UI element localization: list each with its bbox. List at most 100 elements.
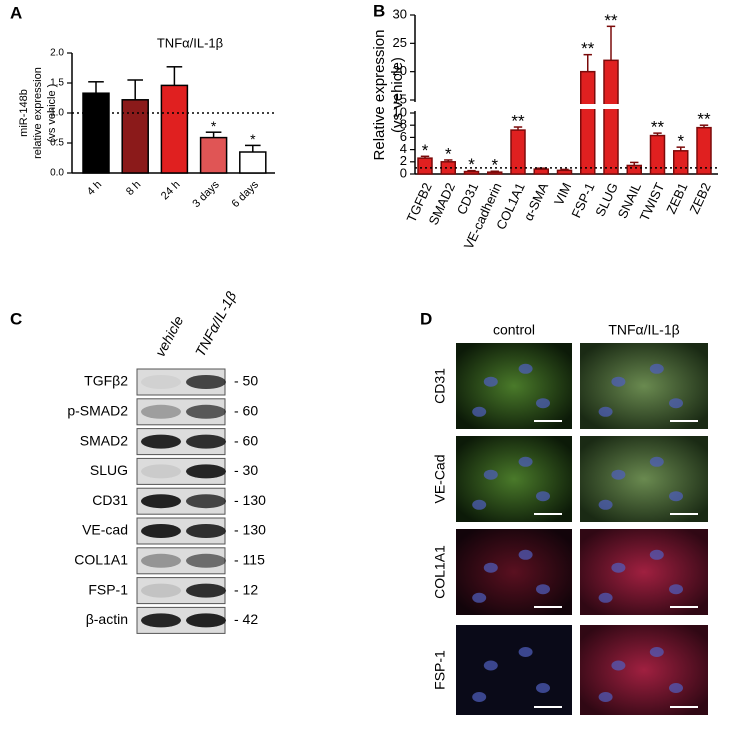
y-tick-label: 30 bbox=[393, 6, 407, 21]
micrograph bbox=[456, 436, 572, 522]
blot-mw: - 50 bbox=[234, 373, 258, 389]
bar bbox=[533, 168, 549, 175]
blot-band bbox=[186, 494, 226, 509]
nucleus bbox=[598, 692, 613, 702]
y-tick-label: 2.0 bbox=[50, 48, 64, 59]
blot-band bbox=[141, 375, 181, 389]
nucleus bbox=[611, 660, 626, 671]
blot-band bbox=[141, 524, 181, 538]
row-label: CD31 bbox=[432, 368, 448, 404]
annotation: * bbox=[468, 155, 475, 174]
bar bbox=[626, 164, 642, 175]
nucleus bbox=[536, 683, 550, 693]
bar bbox=[199, 136, 228, 174]
annotation: * bbox=[677, 132, 684, 151]
bar bbox=[417, 157, 433, 175]
column-label: TNFα/IL-1β bbox=[608, 322, 679, 338]
row-label: FSP-1 bbox=[432, 650, 448, 690]
blot-band bbox=[186, 524, 226, 538]
blot-mw: - 60 bbox=[234, 432, 258, 448]
annotation: ** bbox=[581, 39, 595, 58]
annotation: ** bbox=[651, 118, 665, 137]
bar bbox=[463, 170, 480, 175]
blot-mw: - 115 bbox=[234, 552, 265, 568]
nucleus bbox=[483, 376, 498, 387]
bar bbox=[121, 99, 149, 174]
annotation: ** bbox=[697, 110, 711, 129]
annotation: * bbox=[491, 156, 498, 175]
x-tick-label: VIM bbox=[551, 180, 574, 207]
nucleus bbox=[649, 647, 664, 657]
nucleus bbox=[472, 499, 487, 510]
blot-band bbox=[186, 464, 226, 479]
blot-label: COL1A1 bbox=[74, 552, 128, 568]
blot-mw: - 60 bbox=[234, 403, 258, 419]
nucleus bbox=[483, 660, 498, 671]
annotation: ** bbox=[511, 112, 525, 131]
bar bbox=[603, 59, 619, 175]
y-tick-label: 0.0 bbox=[50, 168, 64, 179]
micrograph bbox=[580, 529, 708, 615]
nucleus bbox=[598, 592, 613, 603]
lane-label: vehicle bbox=[152, 313, 187, 359]
bar bbox=[556, 169, 573, 175]
nucleus bbox=[536, 584, 550, 595]
blot-label: SLUG bbox=[90, 462, 128, 478]
blot-mw: - 130 bbox=[234, 492, 266, 508]
blot-label: p-SMAD2 bbox=[67, 403, 128, 419]
panel-label: A bbox=[10, 3, 22, 22]
nucleus bbox=[472, 692, 487, 702]
blot-label: CD31 bbox=[92, 492, 128, 508]
y-tick-label: 1.5 bbox=[50, 78, 64, 89]
blot-label: β-actin bbox=[86, 611, 128, 627]
lane-label: TNFα/IL-1β bbox=[192, 289, 240, 359]
panel-label: C bbox=[10, 309, 22, 328]
bar bbox=[673, 150, 689, 175]
nucleus bbox=[518, 549, 533, 560]
micrograph bbox=[580, 343, 708, 429]
blot-band bbox=[141, 553, 181, 568]
y-tick-label: 0 bbox=[400, 165, 407, 180]
x-tick-label: 24 h bbox=[159, 179, 183, 203]
blot-label: VE-cad bbox=[82, 522, 128, 538]
blot-band bbox=[141, 404, 181, 419]
blot-band bbox=[141, 494, 181, 509]
y-tick-label: 10 bbox=[393, 104, 407, 119]
annotation: * bbox=[250, 131, 256, 147]
blot-band bbox=[141, 464, 181, 479]
y-tick-label: 25 bbox=[393, 35, 407, 50]
blot-mw: - 42 bbox=[234, 611, 258, 627]
panel-label: B bbox=[373, 1, 385, 20]
x-tick-label: 3 days bbox=[190, 178, 222, 210]
blot-label: TGFβ2 bbox=[84, 373, 128, 389]
y-axis-label: (vs vehicle) bbox=[389, 57, 406, 133]
nucleus bbox=[598, 499, 613, 510]
blot-band bbox=[186, 375, 226, 389]
y-tick-label: 15 bbox=[393, 91, 407, 106]
panel-label: D bbox=[420, 309, 432, 328]
blot-band bbox=[186, 583, 226, 598]
blot-band bbox=[141, 434, 181, 449]
nucleus bbox=[536, 491, 550, 502]
x-tick-label: 4 h bbox=[85, 179, 104, 198]
annotation: * bbox=[211, 118, 217, 134]
blot-band bbox=[186, 404, 226, 419]
nucleus bbox=[472, 592, 487, 603]
y-tick-label: 0.5 bbox=[50, 138, 64, 149]
nucleus bbox=[518, 456, 533, 467]
micrograph bbox=[456, 529, 572, 615]
bar bbox=[696, 126, 712, 175]
blot-band bbox=[186, 434, 226, 449]
y-axis-label: relative expression bbox=[32, 67, 44, 159]
blot-strip bbox=[136, 577, 226, 605]
bar bbox=[82, 92, 110, 174]
nucleus bbox=[472, 406, 487, 417]
nucleus bbox=[669, 398, 683, 409]
micrograph bbox=[456, 625, 572, 715]
y-tick-label: 4 bbox=[400, 141, 407, 156]
annotation: * bbox=[445, 144, 452, 163]
nucleus bbox=[483, 469, 498, 480]
bar bbox=[239, 151, 267, 174]
row-label: VE-Cad bbox=[432, 454, 448, 503]
nucleus bbox=[649, 363, 664, 374]
